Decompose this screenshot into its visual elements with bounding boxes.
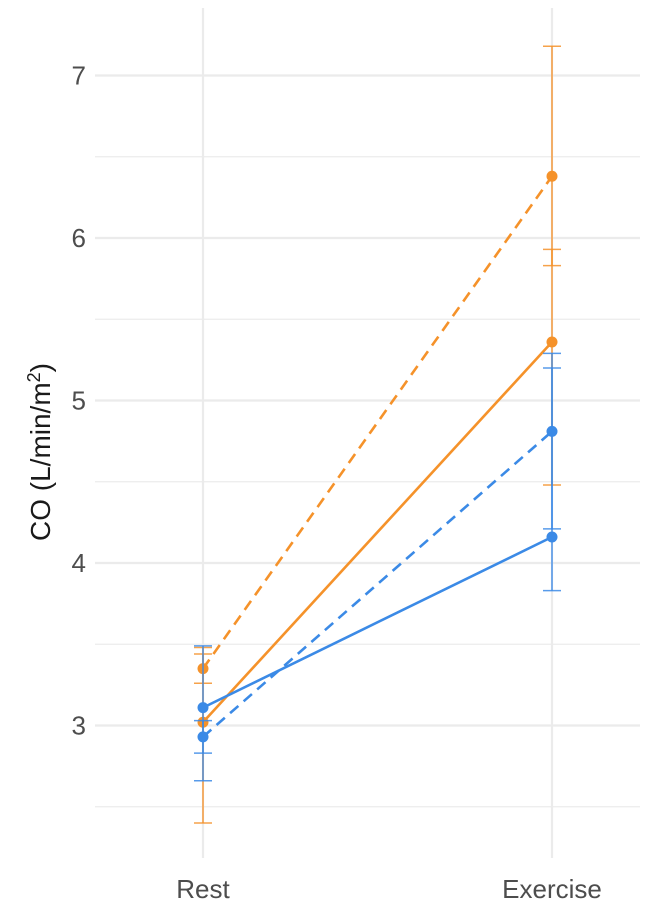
y-tick-label: 4	[72, 548, 86, 578]
y-tick-label: 3	[72, 711, 86, 741]
series-layer	[194, 45, 561, 824]
series-1	[194, 45, 561, 685]
data-point	[546, 170, 558, 182]
x-tick-label: Rest	[176, 874, 230, 904]
y-axis-title: CO (L/min/m2)	[24, 363, 56, 541]
y-tick-label: 6	[72, 223, 86, 253]
series-4	[194, 367, 561, 782]
y-tick-label: 5	[72, 386, 86, 416]
data-point	[546, 336, 558, 348]
series-line	[202, 430, 553, 738]
grid-layer	[95, 8, 640, 858]
data-point	[546, 531, 558, 543]
series-line	[201, 175, 554, 670]
series-line	[202, 341, 553, 724]
data-point	[197, 702, 209, 714]
x-tick-label: Exercise	[502, 874, 602, 904]
y-tick-label: 7	[72, 61, 86, 91]
series-3	[194, 352, 561, 754]
series-line	[202, 535, 553, 709]
series-2	[194, 248, 561, 824]
tick-layer: 3 4 5 6 7 Rest Exercise	[72, 61, 602, 905]
